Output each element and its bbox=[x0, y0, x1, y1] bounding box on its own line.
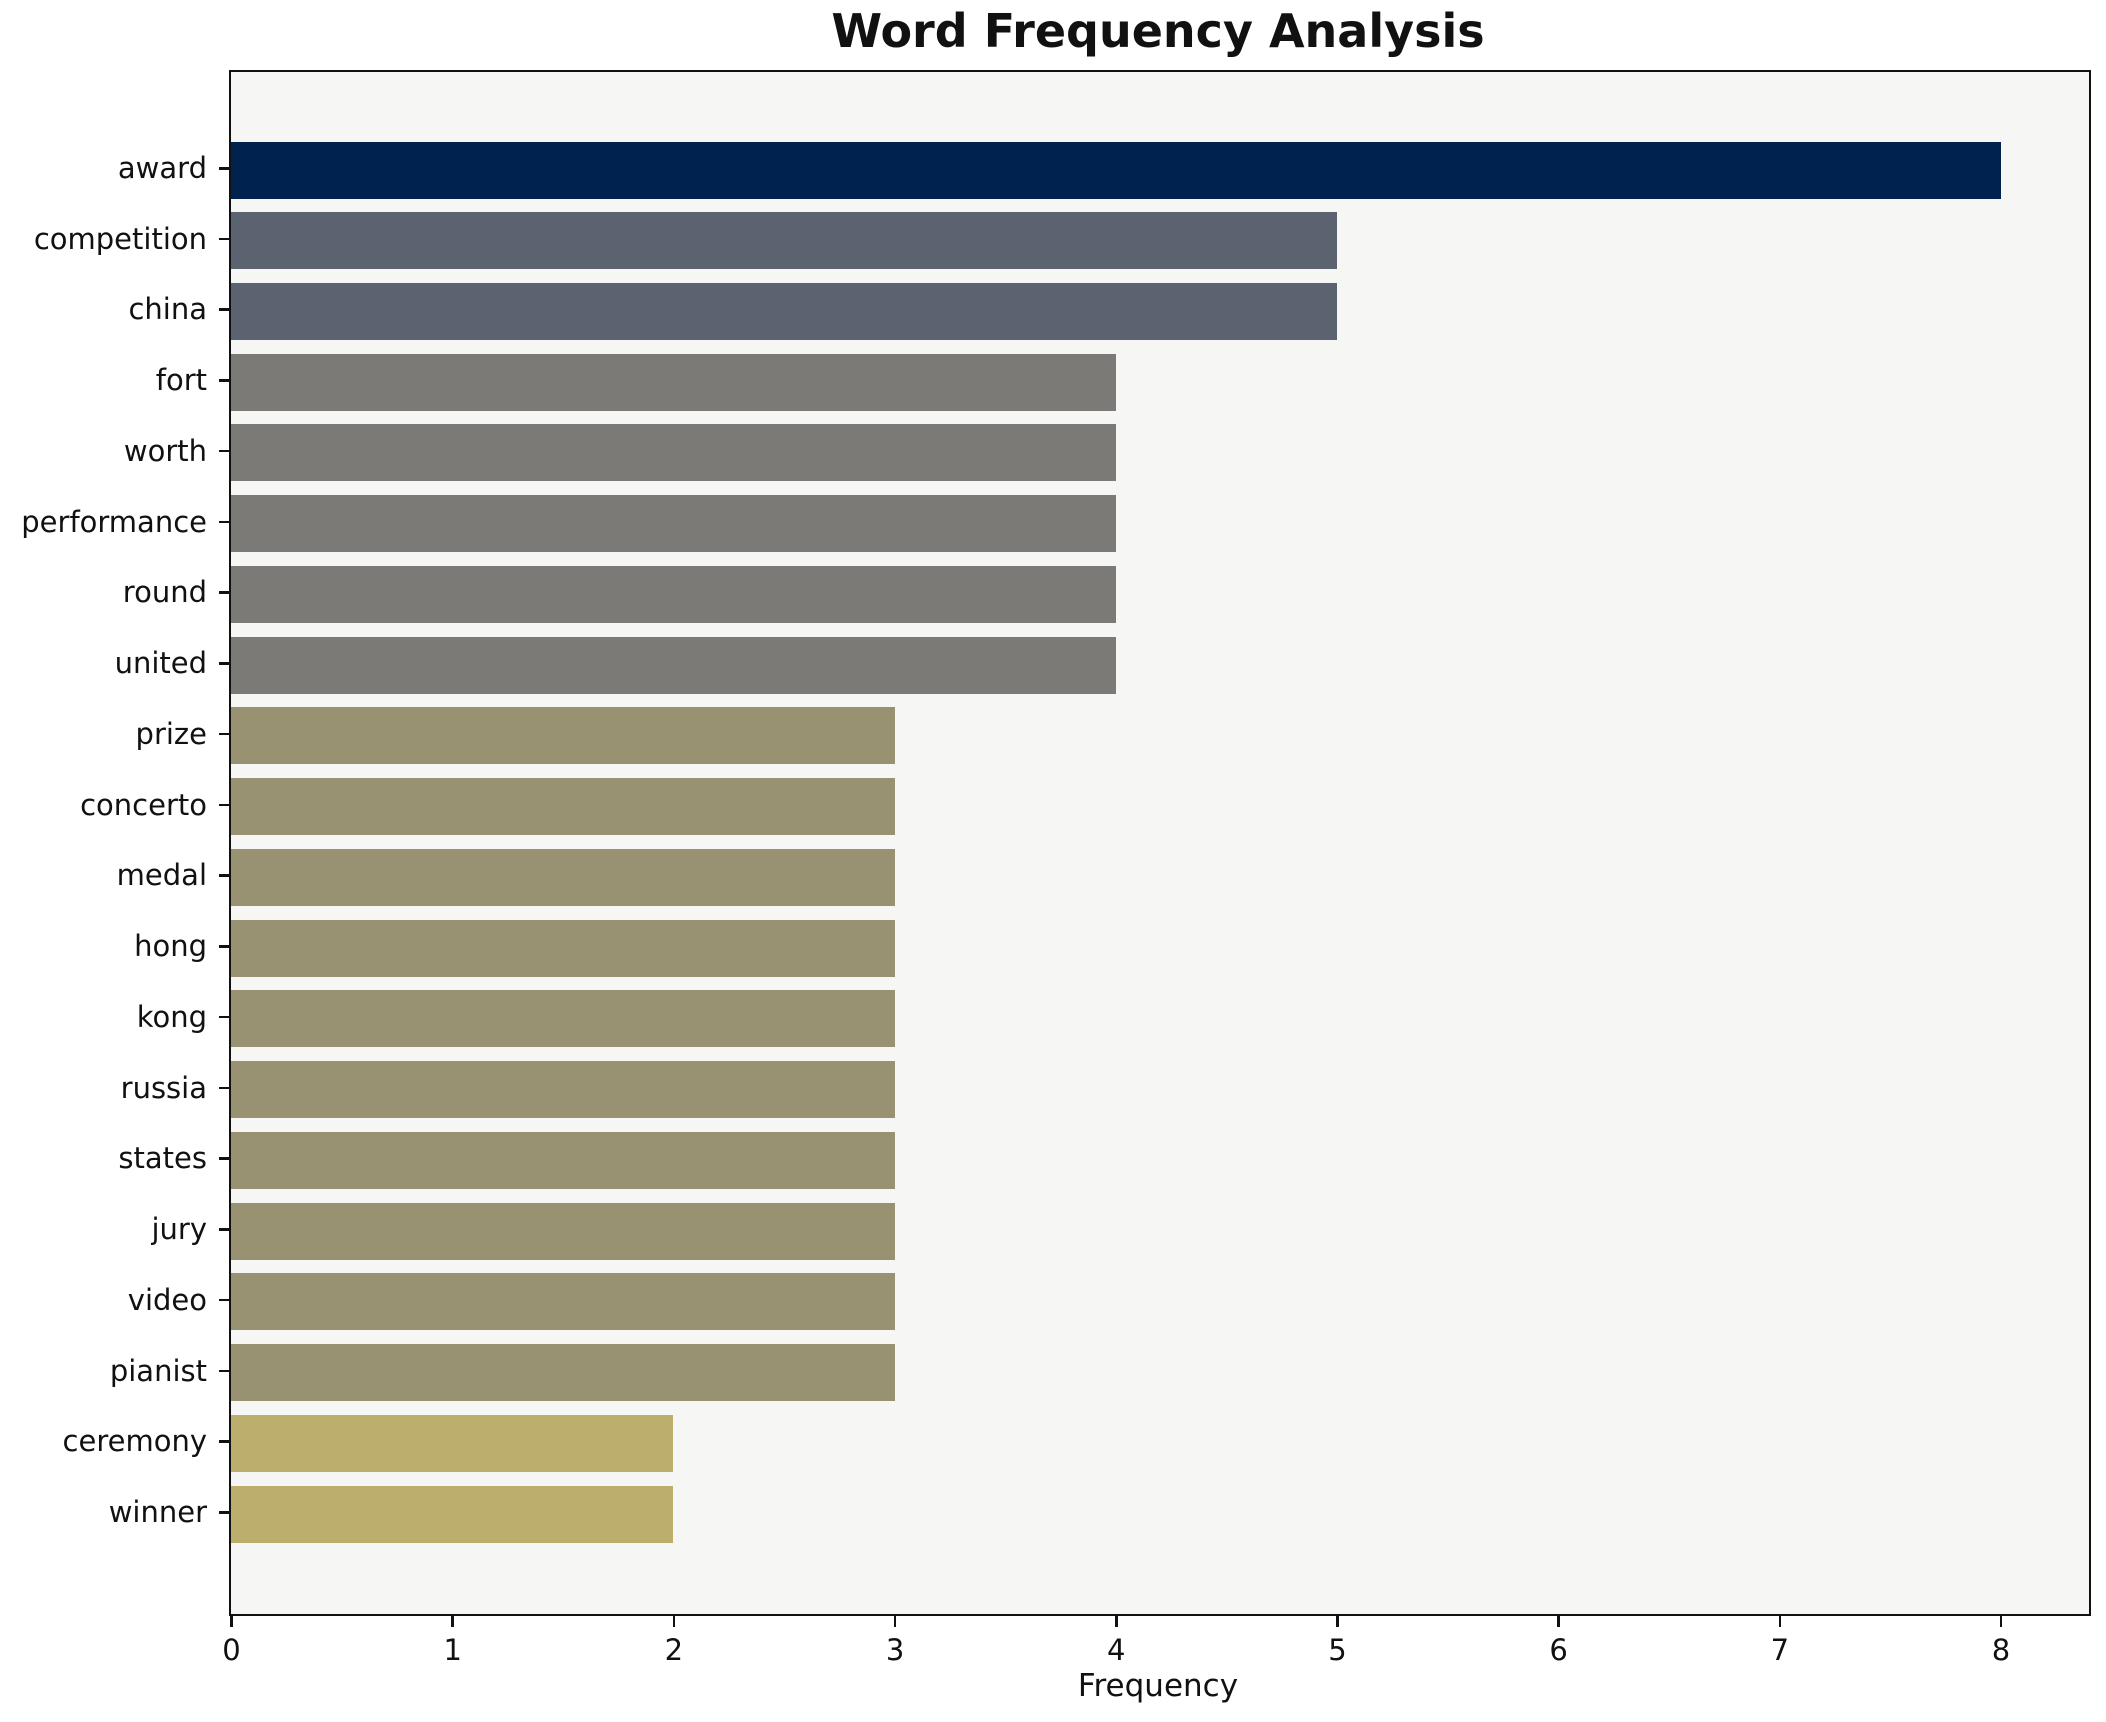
bar-worth bbox=[231, 424, 1116, 482]
y-tick-mark bbox=[219, 1369, 229, 1373]
y-tick-label-states: states bbox=[118, 1141, 207, 1176]
x-tick-mark bbox=[451, 1614, 454, 1627]
x-tick-label-5: 5 bbox=[1328, 1633, 1347, 1667]
x-tick-label-2: 2 bbox=[664, 1633, 684, 1667]
bar-concerto bbox=[231, 778, 895, 836]
y-tick-label-china: china bbox=[128, 292, 207, 327]
y-tick-label-ceremony: ceremony bbox=[62, 1424, 207, 1459]
x-tick-label-3: 3 bbox=[885, 1633, 905, 1667]
bar-prize bbox=[231, 707, 895, 765]
chart-title: Word Frequency Analysis bbox=[831, 4, 1485, 58]
y-tick-label-united: united bbox=[114, 646, 207, 681]
y-tick-label-performance: performance bbox=[21, 504, 207, 539]
bar-winner bbox=[231, 1485, 674, 1543]
y-tick-mark bbox=[219, 379, 229, 382]
plot-area bbox=[229, 70, 2091, 1616]
y-tick-label-video: video bbox=[127, 1282, 207, 1317]
y-tick-mark bbox=[219, 1440, 229, 1443]
y-tick-mark bbox=[219, 1015, 229, 1019]
y-tick-label-medal: medal bbox=[116, 858, 207, 893]
x-tick-mark bbox=[1999, 1614, 2003, 1627]
y-tick-mark bbox=[219, 945, 229, 948]
y-tick-mark bbox=[219, 803, 229, 807]
y-tick-label-fort: fort bbox=[155, 363, 207, 398]
y-tick-mark bbox=[219, 167, 229, 170]
bar-jury bbox=[231, 1202, 895, 1260]
y-tick-label-worth: worth bbox=[123, 433, 207, 468]
x-tick-mark bbox=[672, 1614, 676, 1627]
x-tick-mark bbox=[1778, 1614, 1782, 1627]
bar-hong bbox=[231, 919, 895, 977]
x-tick-mark bbox=[893, 1614, 897, 1627]
bar-award bbox=[231, 141, 2001, 199]
bar-medal bbox=[231, 848, 895, 906]
bar-fort bbox=[231, 353, 1116, 411]
x-tick-mark bbox=[230, 1614, 233, 1627]
y-tick-mark bbox=[219, 520, 229, 524]
y-tick-label-kong: kong bbox=[136, 999, 207, 1034]
y-tick-mark bbox=[219, 662, 229, 665]
bar-kong bbox=[231, 990, 895, 1048]
y-tick-mark bbox=[219, 1298, 229, 1302]
y-tick-mark bbox=[219, 1086, 229, 1090]
y-tick-label-winner: winner bbox=[108, 1495, 207, 1530]
y-tick-mark bbox=[219, 591, 229, 594]
bar-russia bbox=[231, 1061, 895, 1119]
x-tick-label-6: 6 bbox=[1549, 1633, 1568, 1667]
x-tick-label-8: 8 bbox=[1991, 1633, 2011, 1667]
y-tick-label-competition: competition bbox=[33, 221, 207, 256]
y-tick-mark bbox=[219, 449, 229, 453]
x-tick-mark bbox=[1115, 1614, 1118, 1627]
y-tick-mark bbox=[219, 1157, 229, 1160]
bar-states bbox=[231, 1131, 895, 1189]
bar-round bbox=[231, 565, 1116, 623]
x-tick-label-0: 0 bbox=[222, 1633, 241, 1667]
bar-competition bbox=[231, 212, 1337, 270]
y-tick-mark bbox=[219, 732, 229, 736]
bar-video bbox=[231, 1273, 895, 1331]
x-tick-mark bbox=[1557, 1614, 1560, 1627]
x-tick-label-7: 7 bbox=[1770, 1633, 1790, 1667]
y-tick-mark bbox=[219, 1228, 229, 1231]
y-tick-label-russia: russia bbox=[120, 1070, 207, 1105]
y-tick-mark bbox=[219, 1511, 229, 1514]
bar-ceremony bbox=[231, 1414, 674, 1472]
y-tick-mark bbox=[219, 308, 229, 311]
y-tick-label-pianist: pianist bbox=[109, 1353, 207, 1388]
y-tick-mark bbox=[219, 874, 229, 877]
y-tick-label-award: award bbox=[117, 151, 207, 185]
y-tick-label-round: round bbox=[122, 575, 207, 610]
y-tick-label-jury: jury bbox=[151, 1212, 207, 1247]
bar-performance bbox=[231, 495, 1116, 553]
x-tick-mark bbox=[1336, 1614, 1339, 1627]
x-tick-label-1: 1 bbox=[443, 1633, 462, 1667]
y-tick-label-prize: prize bbox=[135, 716, 207, 751]
bar-pianist bbox=[231, 1344, 895, 1402]
y-tick-label-concerto: concerto bbox=[80, 787, 207, 822]
x-tick-label-4: 4 bbox=[1107, 1633, 1126, 1667]
bar-united bbox=[231, 636, 1116, 694]
bar-china bbox=[231, 282, 1337, 340]
x-axis-title: Frequency bbox=[1077, 1668, 1239, 1704]
y-tick-label-hong: hong bbox=[134, 929, 207, 964]
y-tick-mark bbox=[219, 237, 229, 241]
